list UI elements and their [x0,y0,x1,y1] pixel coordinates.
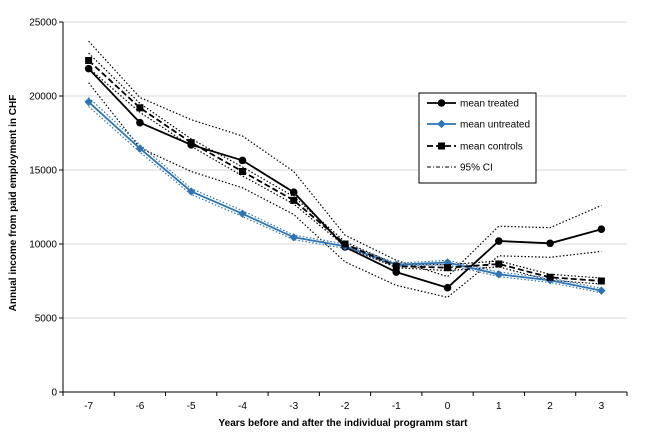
data-point-mean-untreated [289,233,298,242]
y-tick-label: 20000 [29,92,57,103]
data-point-mean-untreated [597,286,606,295]
ci-upper-line [88,52,602,279]
data-point-mean-untreated [84,97,93,107]
x-tick-label: -1 [392,401,401,412]
legend-marker-mean-controls [438,142,445,150]
axes [59,21,628,396]
y-tick-label: 5000 [35,314,58,325]
y-tick-label: 15000 [29,166,57,177]
data-point-mean-controls [495,260,503,268]
x-tick-label: 2 [547,401,553,412]
legend-marker-mean-untreated [437,119,446,129]
x-tick-label: 3 [599,401,605,412]
data-point-mean-controls [444,264,452,272]
data-point-mean-treated [84,64,93,73]
data-point-mean-treated [238,156,247,165]
data-point-mean-untreated [186,187,196,196]
legend-label-mean-controls: mean controls [460,142,523,153]
data-point-mean-untreated [494,270,504,279]
data-point-mean-treated [443,283,452,292]
data-point-mean-controls [187,139,195,147]
data-point-mean-controls [85,56,93,64]
data-point-mean-controls [136,104,144,112]
gridlines [63,21,627,319]
data-point-mean-treated [597,225,606,233]
y-axis-title: Annual income from paid employment in CH… [8,95,19,312]
legend-label-mean-treated: mean treated [460,99,519,110]
x-tick-label: -5 [187,401,196,412]
x-tick-label: -6 [135,401,144,412]
legend-box [418,92,537,184]
x-tick-label: 1 [496,401,502,412]
data-point-mean-treated [289,188,298,196]
legend: mean treated mean untreated mean controls 9… [418,92,537,184]
legend-marker-mean-treated [437,99,446,107]
x-tick-label: -3 [289,401,298,412]
data-point-mean-controls [392,262,400,270]
legend-label-mean-untreated: mean untreated [460,120,530,131]
data-point-mean-controls [546,273,554,281]
y-tick-labels: 0 5000 10000 15000 20000 25000 [29,18,57,399]
x-tick-label: -7 [84,401,93,412]
y-tick-label: 10000 [29,240,57,251]
data-point-mean-controls [341,240,349,248]
x-tick-label: -2 [341,401,350,412]
x-tick-labels: -7 -6 -5 -4 -3 -2 -1 0 1 2 3 [84,401,604,412]
legend-label-95%-CI: 95% CI [460,163,493,174]
data-point-mean-controls [290,196,298,204]
y-tick-label: 25000 [29,18,57,29]
data-point-mean-treated [136,118,144,127]
ci-lower-line [88,67,602,285]
data-point-mean-controls [597,277,605,285]
data-point-mean-untreated [135,144,145,153]
series-markers [84,56,606,295]
y-tick-label: 0 [51,388,57,399]
ci-lower-line [88,105,602,294]
data-point-mean-treated [495,237,503,245]
data-point-mean-untreated [238,209,247,218]
x-tick-label: -4 [238,401,247,412]
data-point-mean-controls [238,167,246,175]
ci-upper-line [88,40,602,278]
data-point-mean-treated [546,239,554,248]
x-axis-title: Years before and after the individual pr… [219,418,469,429]
x-tick-label: 0 [445,401,451,412]
data-point-mean-treated [392,268,401,276]
